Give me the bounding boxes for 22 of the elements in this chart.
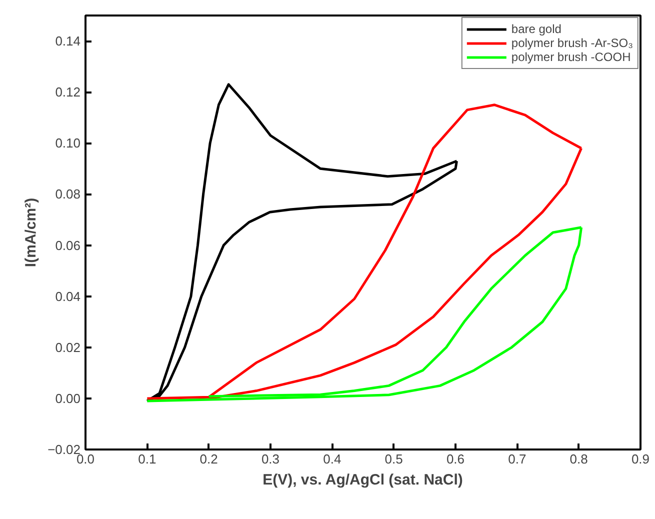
x-tick-label: 0.4 (323, 452, 342, 466)
y-tick-label: 0.12 (55, 84, 81, 100)
y-tick-label: 0.00 (55, 390, 81, 406)
x-tick-label: 0.6 (446, 452, 465, 466)
y-tick-label: 0.06 (55, 238, 81, 253)
legend-label: polymer brush -COOH (511, 50, 631, 64)
legend-label: bare gold (511, 22, 562, 36)
legend-label: polymer brush -Ar-SO₃ (511, 36, 633, 50)
x-axis-title: E(V), vs. Ag/AgCl (sat. NaCl) (262, 472, 463, 488)
y-tick-label: 0.08 (55, 186, 81, 202)
x-tick-label: 0.3 (261, 452, 280, 466)
x-tick-label: 0.5 (384, 452, 403, 466)
y-tick-label: 0.10 (55, 136, 81, 151)
y-tick-label: 0.14 (55, 34, 81, 49)
x-tick-label: 0.1 (138, 452, 156, 466)
y-axis-title: I(mA/cm²) (22, 198, 40, 268)
y-tick-label: 0.04 (55, 288, 81, 304)
x-tick-label: 0.7 (508, 452, 526, 466)
y-tick-label: 0.02 (55, 340, 81, 355)
x-tick-label: 0.9 (631, 452, 650, 466)
x-tick-label: 0.8 (570, 452, 588, 466)
x-tick-label: 0.2 (200, 452, 218, 466)
